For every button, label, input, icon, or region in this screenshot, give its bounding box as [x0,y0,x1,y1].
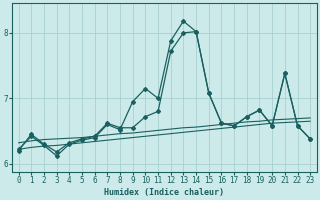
X-axis label: Humidex (Indice chaleur): Humidex (Indice chaleur) [104,188,224,197]
